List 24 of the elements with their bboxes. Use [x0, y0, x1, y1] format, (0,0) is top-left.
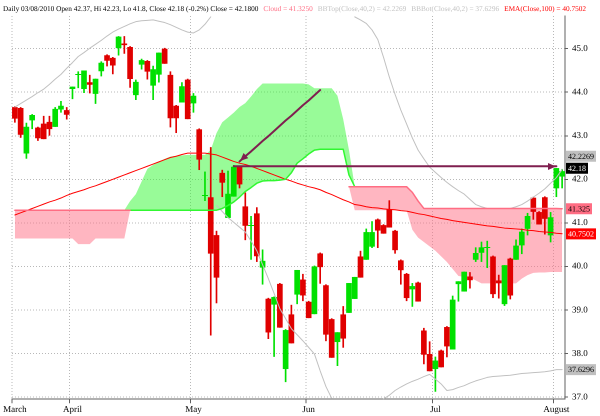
- y-tick-label: 39.0: [572, 304, 588, 314]
- x-tick-label: Jun: [302, 404, 316, 414]
- candlestick: [201, 172, 208, 201]
- data-label: 42.2269: [568, 152, 594, 161]
- y-tick-label: 43.0: [572, 130, 588, 140]
- y-tick-label: 42.0: [572, 174, 588, 184]
- candlestick: [467, 272, 473, 288]
- data-label: 40.7502: [568, 229, 594, 238]
- x-tick-label: April: [62, 404, 82, 414]
- y-tick-label: 44.0: [572, 86, 588, 97]
- x-tick-label: August: [543, 404, 570, 414]
- y-tick-label: 37.0: [572, 391, 588, 402]
- x-tick-label: Jul: [430, 404, 442, 414]
- y-tick-label: 40.0: [572, 260, 588, 271]
- x-tick-label: March: [3, 404, 28, 414]
- x-tick-label: May: [185, 404, 202, 414]
- data-label: 37.6296: [568, 365, 594, 374]
- text: 42.18: [568, 164, 586, 173]
- data-label: 41.325: [568, 204, 590, 214]
- y-tick-label: 38.0: [572, 348, 588, 358]
- candlestick: [70, 86, 76, 100]
- candlestick: [248, 216, 255, 260]
- y-tick-label: 45.0: [572, 43, 588, 54]
- y-tick-label: 41.0: [572, 217, 588, 228]
